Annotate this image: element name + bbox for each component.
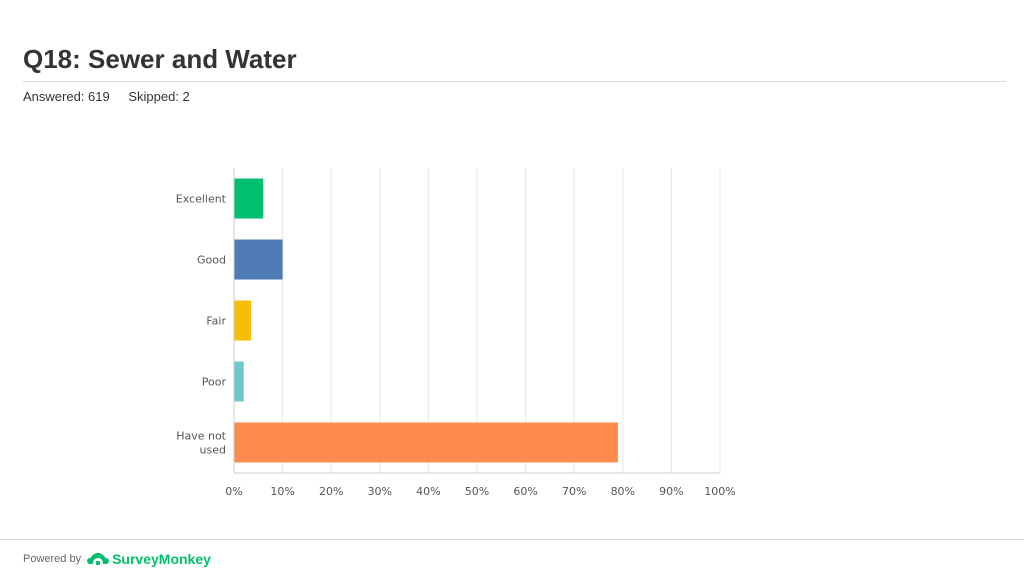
surveymonkey-logo-icon bbox=[87, 553, 110, 565]
chart-grid bbox=[282, 168, 721, 473]
bar-fair bbox=[234, 300, 252, 341]
category-label: Fair bbox=[206, 315, 226, 328]
x-tick-label: 30% bbox=[368, 485, 392, 498]
bar-have-not-used bbox=[234, 422, 618, 463]
skipped-count: Skipped: 2 bbox=[128, 89, 190, 104]
page-title: Q18: Sewer and Water bbox=[23, 44, 297, 74]
x-tick-label: 70% bbox=[562, 485, 586, 498]
answered-count: Answered: 619 bbox=[23, 89, 110, 104]
response-stats: Answered: 619 Skipped: 2 bbox=[23, 89, 190, 104]
bar-poor bbox=[234, 361, 244, 402]
x-tick-label: 80% bbox=[611, 485, 635, 498]
chart-labels: 0% 10% 20% 30% 40% 50% 60% 70% 80% 90% 100% Excelle… bbox=[176, 193, 736, 499]
footer: Powered by SurveyMonkey bbox=[23, 548, 211, 570]
category-label: Good bbox=[197, 254, 226, 267]
chart-axes bbox=[233, 168, 720, 474]
x-tick-label: 40% bbox=[416, 485, 440, 498]
surveymonkey-brand: SurveyMonkey bbox=[112, 551, 211, 567]
category-label: Excellent bbox=[176, 193, 227, 206]
x-tick-label: 90% bbox=[659, 485, 683, 498]
x-tick-label: 20% bbox=[319, 485, 343, 498]
category-label: Poor bbox=[202, 376, 227, 389]
category-label: Have not used bbox=[176, 430, 226, 457]
title-divider bbox=[23, 81, 1006, 82]
x-tick-label: 60% bbox=[513, 485, 537, 498]
x-tick-label: 0% bbox=[225, 485, 242, 498]
x-tick-label: 10% bbox=[270, 485, 294, 498]
powered-by-label: Powered by bbox=[23, 553, 82, 565]
chart-bars bbox=[234, 178, 618, 463]
bar-good bbox=[234, 239, 283, 280]
x-tick-label: 50% bbox=[465, 485, 489, 498]
footer-divider bbox=[0, 539, 1024, 540]
bar-excellent bbox=[234, 178, 264, 219]
x-tick-label: 100% bbox=[704, 485, 735, 498]
